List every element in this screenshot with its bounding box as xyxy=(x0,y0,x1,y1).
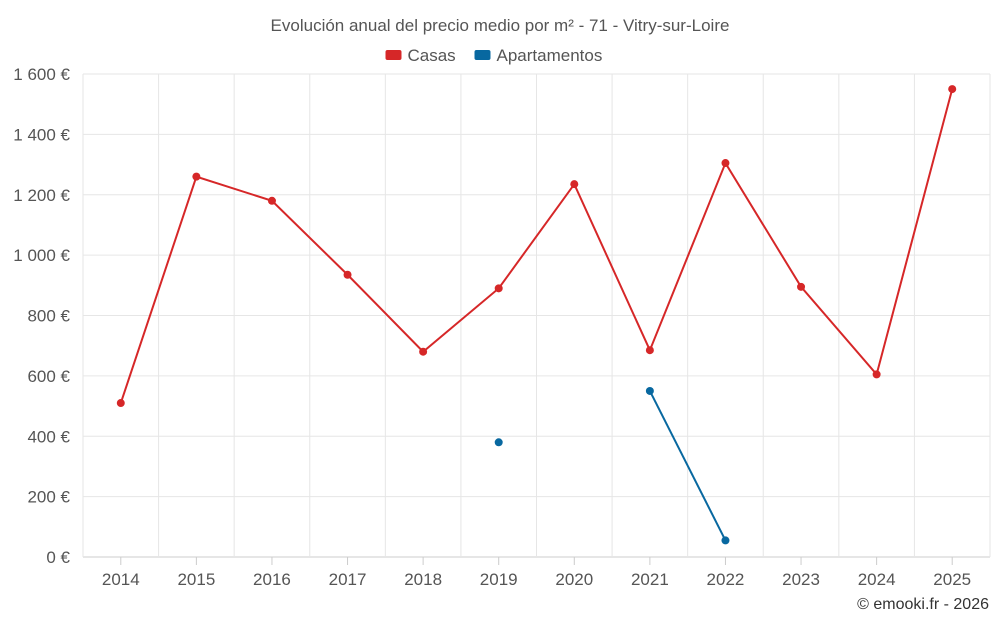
x-tick-label: 2023 xyxy=(782,570,820,589)
y-tick-label: 200 € xyxy=(27,488,70,507)
x-tick-label: 2021 xyxy=(631,570,669,589)
x-tick-label: 2014 xyxy=(102,570,140,589)
x-tick-label: 2016 xyxy=(253,570,291,589)
data-point-casas-2018[interactable] xyxy=(419,347,428,356)
y-axis: 0 € 200 € 400 € 600 € 800 € 1 000 € 1 200 € 1 4… xyxy=(13,65,70,567)
data-point-casas-2017[interactable] xyxy=(343,270,352,279)
x-tick-label: 2018 xyxy=(404,570,442,589)
series-group xyxy=(116,85,957,545)
legend-swatch xyxy=(385,50,402,60)
y-tick-label: 1 200 € xyxy=(13,186,70,205)
legend-label: Casas xyxy=(408,46,456,65)
data-point-casas-2025[interactable] xyxy=(948,85,957,94)
y-tick-label: 1 600 € xyxy=(13,65,70,84)
legend-swatch xyxy=(474,50,491,60)
x-tick-label: 2024 xyxy=(858,570,896,589)
series-line-casas xyxy=(119,88,954,404)
data-point-apartamentos-2022[interactable] xyxy=(721,536,730,545)
legend-label: Apartamentos xyxy=(497,46,603,65)
series-casas xyxy=(116,85,957,408)
y-tick-label: 1 400 € xyxy=(13,125,70,144)
data-point-casas-2023[interactable] xyxy=(797,282,806,291)
data-point-casas-2014[interactable] xyxy=(116,399,125,408)
credit-text: © emooki.fr - 2026 xyxy=(857,596,989,613)
x-tick-label: 2022 xyxy=(707,570,745,589)
y-tick-label: 400 € xyxy=(27,427,70,446)
x-tick-label: 2025 xyxy=(933,570,971,589)
x-tick-label: 2020 xyxy=(555,570,593,589)
x-tick-label: 2017 xyxy=(329,570,367,589)
data-point-apartamentos-2021[interactable] xyxy=(645,386,654,395)
data-point-casas-2019[interactable] xyxy=(494,284,503,293)
data-point-casas-2024[interactable] xyxy=(872,370,881,379)
x-axis: 2014 2015 2016 2017 2018 2019 2020 2021 2022 2023… xyxy=(102,557,971,589)
legend-item-casas[interactable]: Casas xyxy=(385,46,456,65)
data-point-casas-2015[interactable] xyxy=(192,172,201,181)
data-point-casas-2020[interactable] xyxy=(570,180,579,189)
x-tick-label: 2015 xyxy=(177,570,215,589)
legend-item-apartamentos[interactable]: Apartamentos xyxy=(474,46,603,65)
data-point-casas-2016[interactable] xyxy=(267,196,276,205)
chart-title: Evolución anual del precio medio por m² … xyxy=(271,16,730,35)
y-tick-label: 600 € xyxy=(27,367,70,386)
x-tick-label: 2019 xyxy=(480,570,518,589)
legend: Casas Apartamentos xyxy=(385,46,603,65)
data-point-casas-2021[interactable] xyxy=(645,346,654,355)
y-tick-label: 1 000 € xyxy=(13,246,70,265)
y-tick-label: 800 € xyxy=(27,307,70,326)
data-point-casas-2022[interactable] xyxy=(721,159,730,168)
data-point-apartamentos-2019[interactable] xyxy=(494,438,503,447)
y-tick-label: 0 € xyxy=(46,548,70,567)
series-line-apartamentos xyxy=(648,390,727,541)
grid xyxy=(82,73,991,558)
series-apartamentos xyxy=(494,386,730,545)
